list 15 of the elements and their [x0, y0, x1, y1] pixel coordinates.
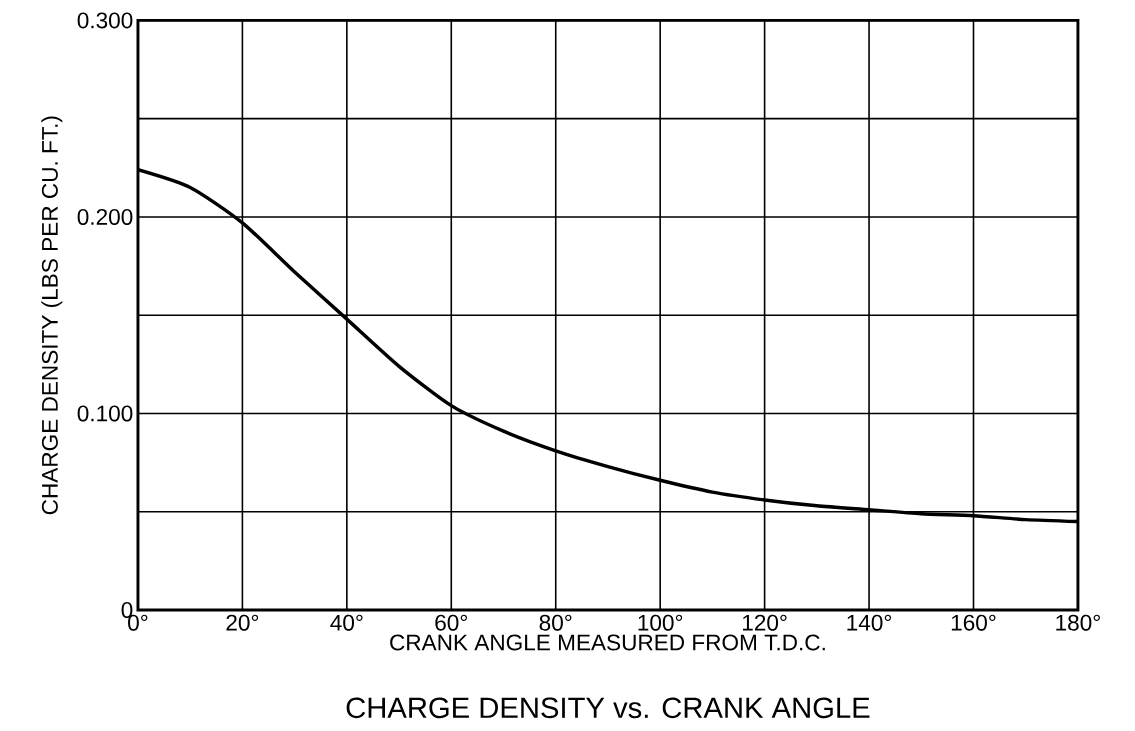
x-tick-label: 100°	[638, 614, 683, 631]
y-tick-label: 0.300	[77, 12, 133, 29]
x-tick-label: 140°	[847, 614, 892, 631]
text: CHARGE DENSITY vs. CRANK ANGLE	[346, 697, 870, 719]
x-axis-title: CRANK ANGLE MEASURED FROM T.D.C.	[390, 634, 825, 651]
x-tick-label: 80°	[539, 614, 572, 631]
x-tick-label: 20°	[226, 614, 259, 631]
y-axis-title: CHARGE DENSITY (LBS PER CU. FT.)	[41, 116, 63, 515]
x-tick-label: 180°	[1056, 614, 1100, 631]
y-tick-label: 0.100	[77, 405, 133, 422]
y-tick-label: 0.200	[77, 208, 133, 225]
x-tick-label: 120°	[742, 614, 787, 631]
x-tick-label: 40°	[330, 614, 363, 631]
x-tick-label: 160°	[951, 614, 996, 631]
x-tick-label: 60°	[435, 614, 467, 631]
